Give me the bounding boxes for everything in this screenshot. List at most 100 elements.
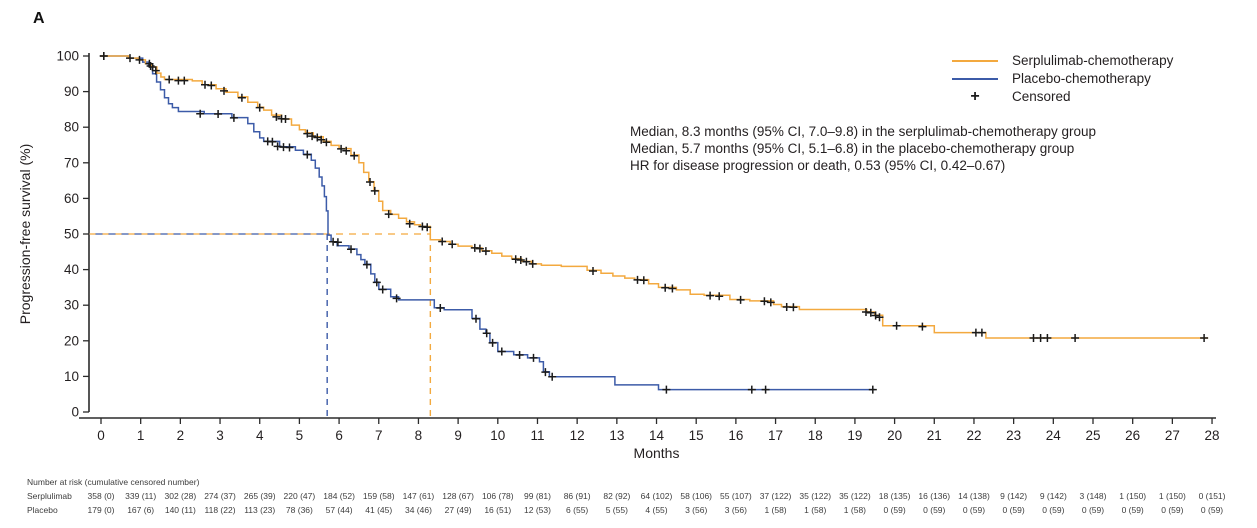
x-tick-label: 10 xyxy=(490,428,505,443)
risk-value: 339 (11) xyxy=(125,491,157,501)
risk-value: 179 (0) xyxy=(87,505,115,515)
risk-value: 27 (49) xyxy=(444,505,472,515)
x-tick-label: 23 xyxy=(1006,428,1021,443)
x-tick-label: 6 xyxy=(335,428,343,443)
risk-value: 1 (58) xyxy=(843,505,867,515)
risk-value: 274 (37) xyxy=(204,491,236,501)
risk-value: 99 (81) xyxy=(524,491,551,501)
risk-value: 5 (55) xyxy=(605,505,628,515)
x-tick-label: 13 xyxy=(609,428,624,443)
x-tick-label: 14 xyxy=(649,428,665,443)
risk-value: 12 (53) xyxy=(524,505,551,515)
panel-label: A xyxy=(33,10,45,27)
x-tick-label: 27 xyxy=(1165,428,1180,443)
risk-value: 9 (142) xyxy=(1039,491,1067,501)
legend-label-placebo: Placebo-chemotherapy xyxy=(1012,71,1151,86)
risk-value: 1 (150) xyxy=(1119,491,1147,501)
risk-value: 1 (150) xyxy=(1158,491,1186,501)
legend-label-serplulimab: Serplulimab-chemotherapy xyxy=(1012,53,1174,68)
legend-item-serplulimab: Serplulimab-chemotherapy xyxy=(905,52,1173,70)
risk-value: 0 (59) xyxy=(1081,505,1105,515)
risk-value: 358 (0) xyxy=(87,491,115,501)
risk-value: 106 (78) xyxy=(481,491,514,501)
y-tick-label: 30 xyxy=(64,298,79,313)
risk-value: 0 (59) xyxy=(1161,505,1184,515)
x-tick-label: 2 xyxy=(177,428,185,443)
risk-value: 0 (59) xyxy=(883,505,906,515)
risk-value: 302 (28) xyxy=(164,491,197,501)
y-tick-label: 60 xyxy=(64,191,79,206)
risk-value: 0 (59) xyxy=(962,505,986,515)
risk-value: 3 (56) xyxy=(685,505,708,515)
median-hr-annotation: Median, 8.3 months (95% CI, 7.0–9.8) in … xyxy=(630,123,1096,174)
x-tick-label: 0 xyxy=(97,428,105,443)
y-tick-label: 10 xyxy=(64,369,79,384)
risk-value: 35 (122) xyxy=(839,491,871,501)
x-tick-label: 9 xyxy=(454,428,462,443)
risk-value: 4 (55) xyxy=(645,505,668,515)
censored-plus-icon: + xyxy=(970,88,980,105)
risk-value: 82 (92) xyxy=(603,491,631,501)
risk-value: 18 (135) xyxy=(878,491,911,501)
x-tick-label: 18 xyxy=(808,428,823,443)
x-tick-label: 7 xyxy=(375,428,383,443)
risk-value: 167 (6) xyxy=(127,505,155,515)
y-axis-title: Progression-free survival (%) xyxy=(17,144,33,325)
x-tick-label: 16 xyxy=(728,428,743,443)
x-tick-label: 24 xyxy=(1046,428,1062,443)
risk-value: 3 (148) xyxy=(1079,491,1107,501)
y-tick-label: 40 xyxy=(64,262,79,277)
risk-table-header: Number at risk (cumulative censored numb… xyxy=(27,477,200,487)
x-tick-label: 4 xyxy=(256,428,264,443)
risk-row-label-placebo: Placebo xyxy=(27,505,58,515)
censor-marks-serplulimab xyxy=(99,52,1209,342)
risk-value: 57 (44) xyxy=(325,505,353,515)
risk-value: 35 (122) xyxy=(799,491,832,501)
x-axis-title: Months xyxy=(634,445,680,461)
x-tick-label: 25 xyxy=(1085,428,1100,443)
risk-value: 0 (59) xyxy=(1121,505,1144,515)
x-tick-label: 26 xyxy=(1125,428,1140,443)
y-tick-label: 0 xyxy=(71,405,79,420)
y-tick-label: 90 xyxy=(64,84,79,99)
risk-value: 128 (67) xyxy=(442,491,474,501)
km-curve-serplulimab xyxy=(101,55,1209,339)
risk-value: 58 (106) xyxy=(680,491,713,501)
x-tick-label: 17 xyxy=(768,428,783,443)
y-tick-label: 50 xyxy=(64,227,79,242)
risk-value: 6 (55) xyxy=(566,505,589,515)
y-tick-label: 80 xyxy=(64,120,79,135)
risk-value: 14 (138) xyxy=(958,491,990,501)
risk-row-label-serplulimab: Serplulimab xyxy=(27,491,72,501)
x-tick-label: 3 xyxy=(216,428,224,443)
risk-value: 64 (102) xyxy=(640,491,673,501)
x-tick-label: 15 xyxy=(689,428,704,443)
risk-value: 78 (36) xyxy=(285,505,313,515)
x-tick-label: 19 xyxy=(847,428,862,443)
x-tick-label: 1 xyxy=(137,428,145,443)
x-tick-label: 22 xyxy=(966,428,981,443)
x-tick-label: 12 xyxy=(570,428,585,443)
risk-value: 0 (151) xyxy=(1198,491,1226,501)
x-tick-label: 8 xyxy=(415,428,423,443)
risk-value: 0 (59) xyxy=(1002,505,1025,515)
risk-value: 159 (58) xyxy=(362,491,395,501)
km-curve-placebo xyxy=(101,55,875,391)
legend-item-censored: + Censored xyxy=(905,88,1173,106)
risk-value: 9 (142) xyxy=(1000,491,1028,501)
x-tick-label: 20 xyxy=(887,428,902,443)
legend-label-censored: Censored xyxy=(1012,89,1071,104)
risk-value: 220 (47) xyxy=(283,491,316,501)
risk-value: 86 (91) xyxy=(563,491,591,501)
risk-value: 0 (59) xyxy=(923,505,946,515)
risk-value: 113 (23) xyxy=(244,505,276,515)
serplulimab-line-swatch xyxy=(952,60,998,62)
annotation-hazard-ratio: HR for disease progression or death, 0.5… xyxy=(630,158,1006,173)
risk-value: 184 (52) xyxy=(323,491,355,501)
x-tick-label: 21 xyxy=(927,428,942,443)
risk-value: 34 (46) xyxy=(404,505,432,515)
risk-value: 55 (107) xyxy=(720,491,752,501)
x-tick-label: 11 xyxy=(530,428,544,443)
risk-value: 41 (45) xyxy=(365,505,393,515)
